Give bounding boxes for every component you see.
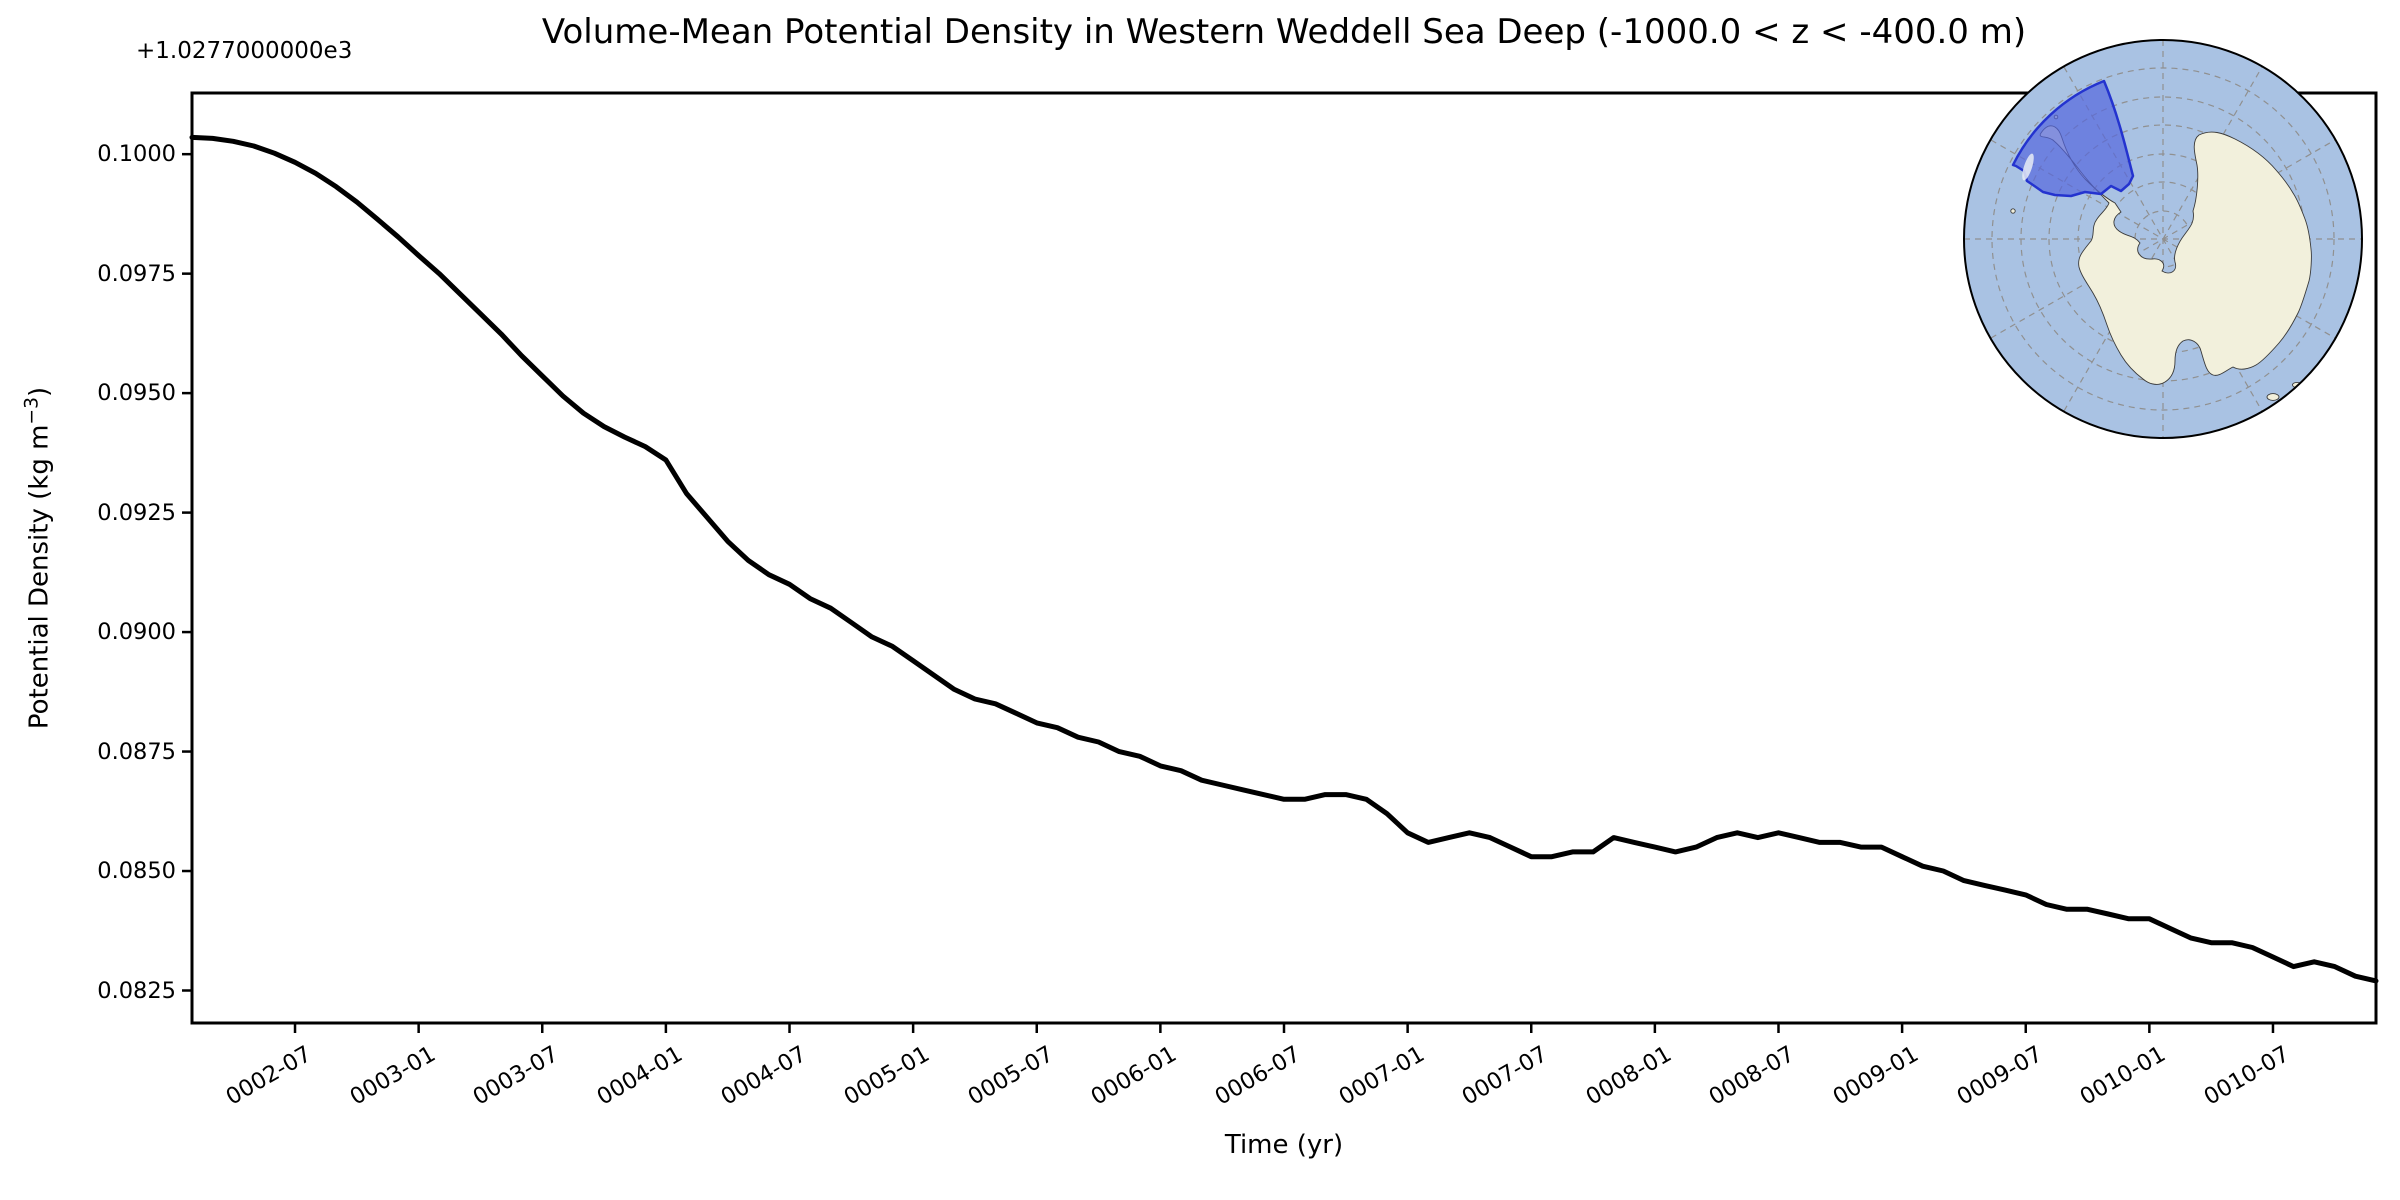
y-tick-label: 0.1000 bbox=[97, 141, 176, 168]
map-circle-edge bbox=[1963, 39, 2363, 439]
y-tick-label: 0.0875 bbox=[97, 738, 176, 765]
antarctica-inset-map bbox=[1963, 39, 2363, 439]
y-tick-label: 0.0825 bbox=[97, 977, 176, 1004]
chart-title: Volume-Mean Potential Density in Western… bbox=[541, 12, 2027, 52]
y-axis-offset-text: +1.0277000000e3 bbox=[136, 38, 353, 64]
y-tick-label: 0.0900 bbox=[97, 619, 176, 646]
y-tick-label: 0.0950 bbox=[97, 380, 176, 407]
highlighted-region-polygon bbox=[2011, 79, 2135, 198]
y-tick-label: 0.0925 bbox=[97, 499, 176, 526]
x-axis-label: Time (yr) bbox=[1224, 1130, 1344, 1160]
ice-shelf-sliver bbox=[2022, 153, 2034, 181]
y-axis-label: Potential Density (kg m−3) bbox=[21, 386, 55, 730]
y-tick-label: 0.0975 bbox=[97, 260, 176, 287]
potential-density-line bbox=[189, 134, 2379, 984]
y-tick-label: 0.0850 bbox=[97, 858, 176, 885]
